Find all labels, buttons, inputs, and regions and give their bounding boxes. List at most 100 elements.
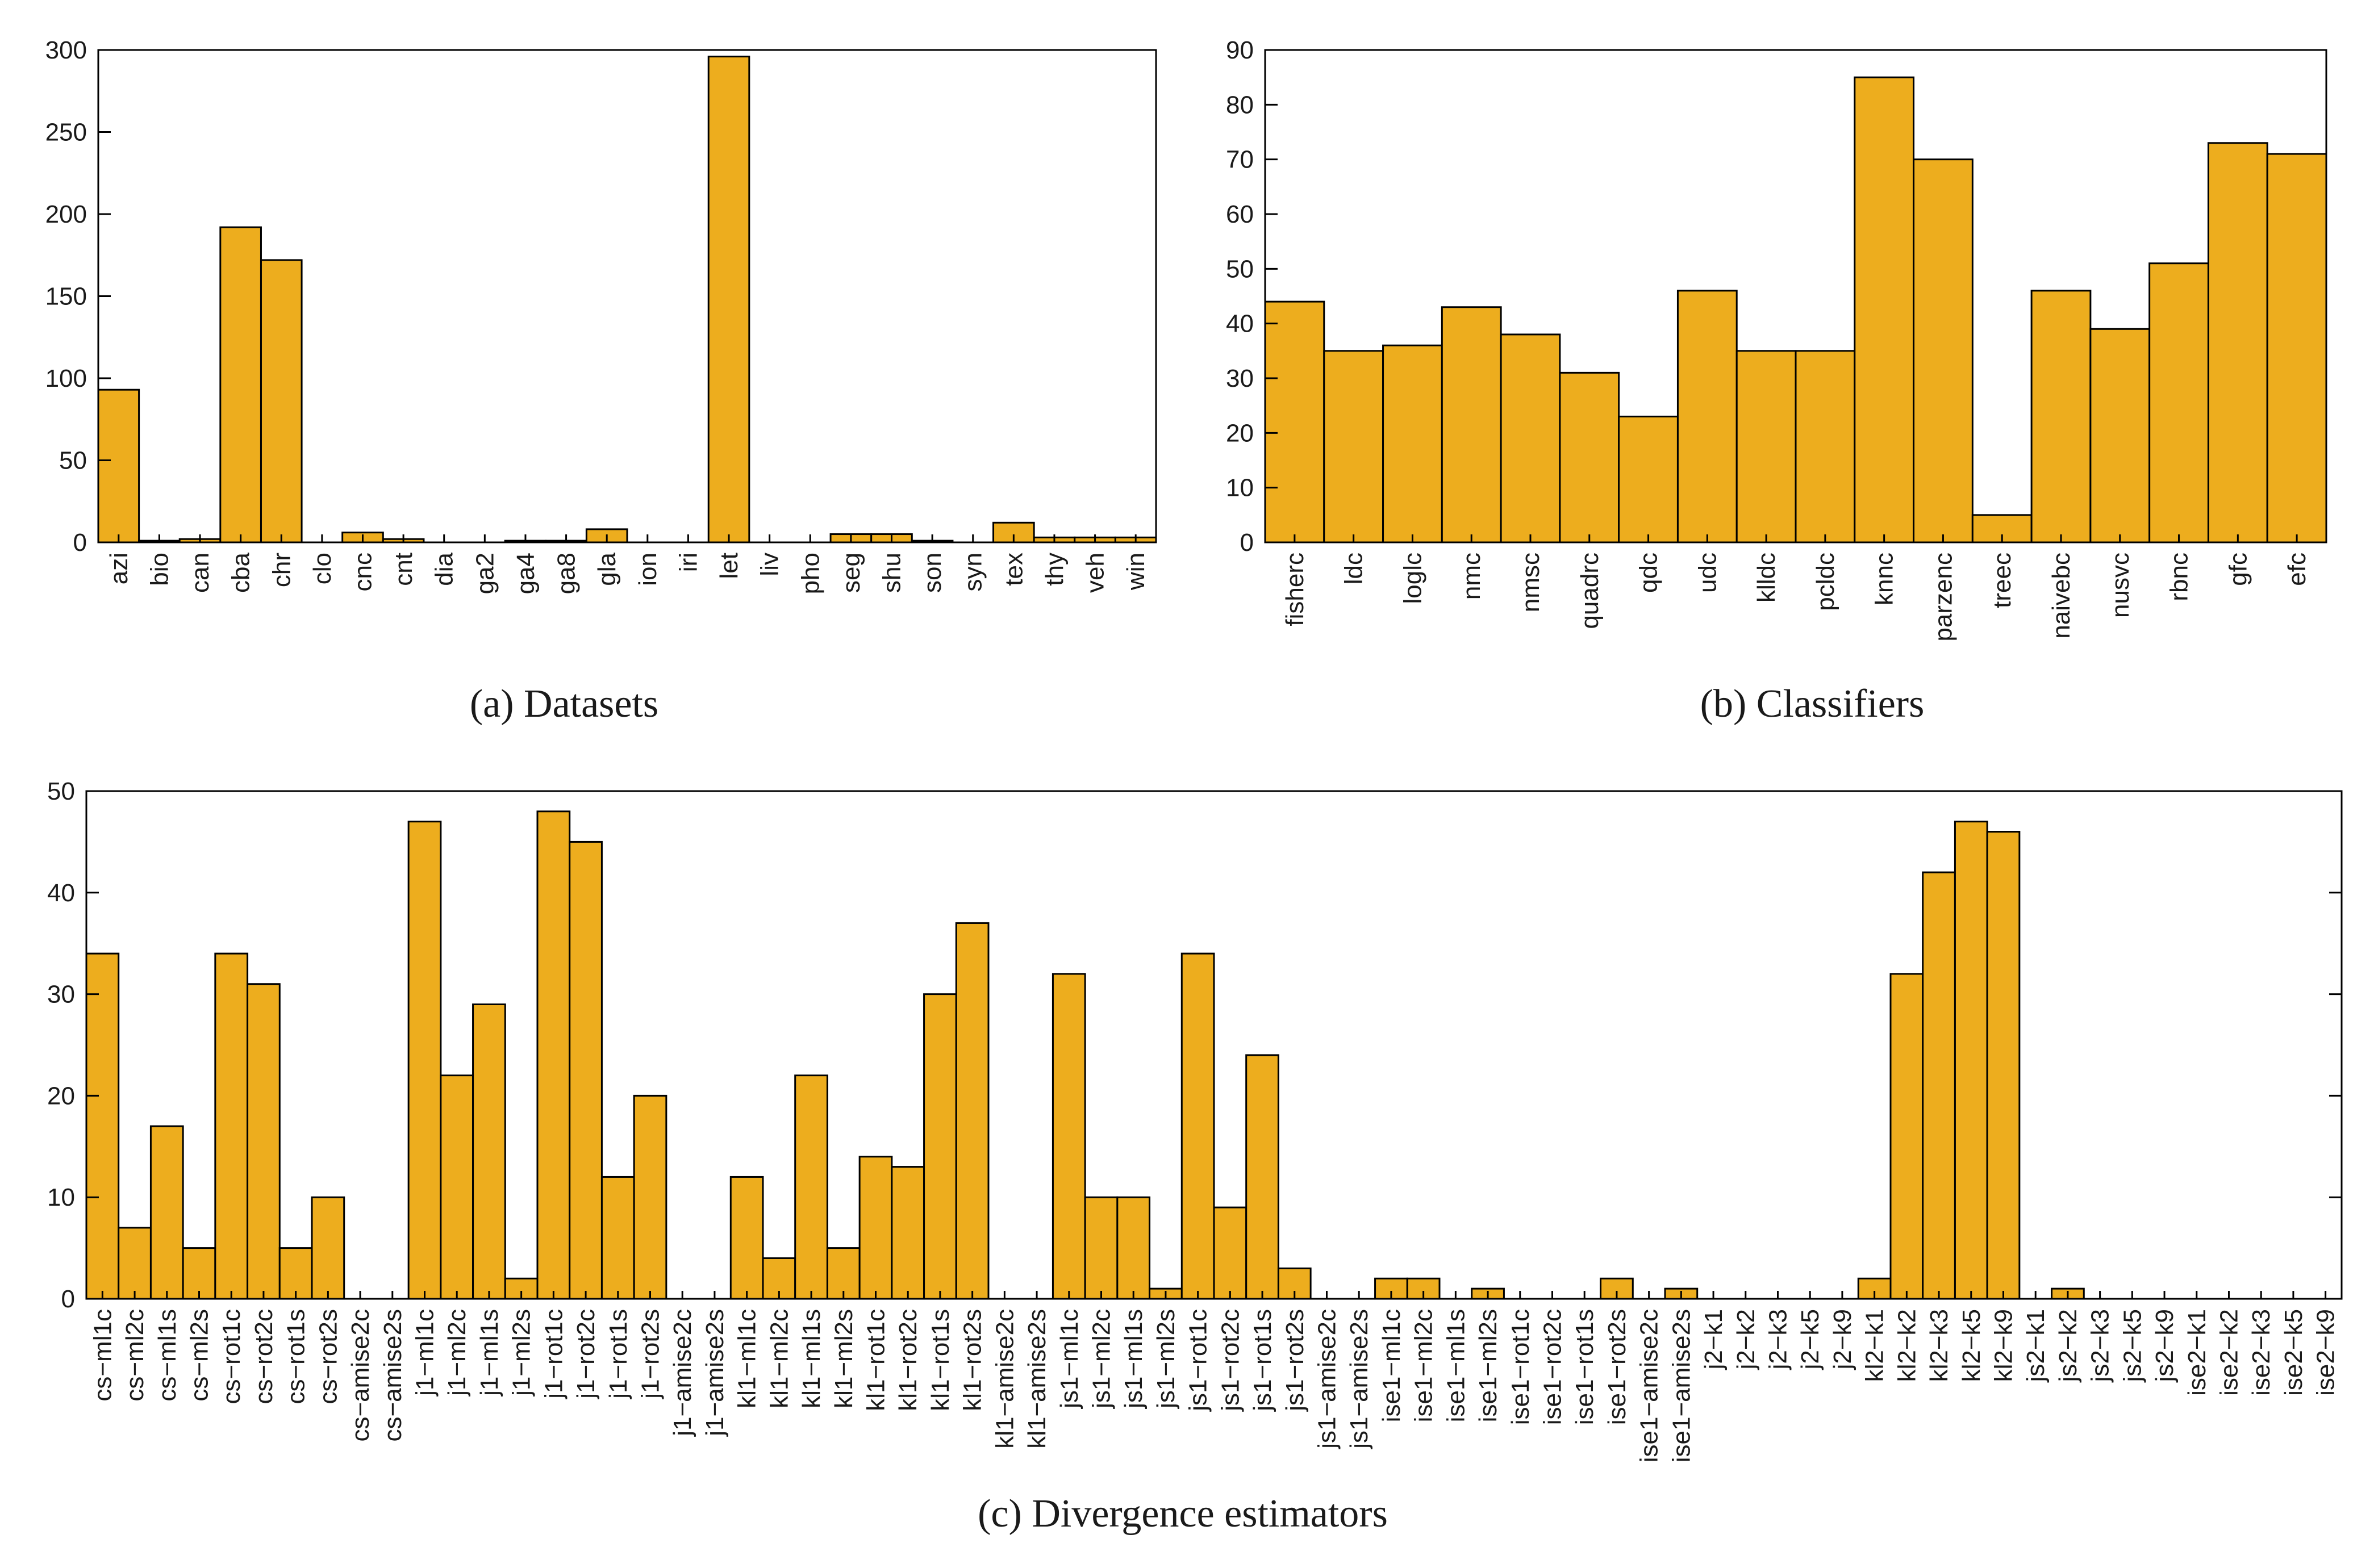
x-tick-label-js2-k2: js2−k2 bbox=[2054, 1309, 2082, 1383]
y-tick-label: 300 bbox=[45, 36, 87, 64]
x-tick-label-js1-ml2c: js1−ml2c bbox=[1088, 1309, 1116, 1410]
bar-js1-rot1s bbox=[1245, 1054, 1279, 1300]
x-tick-label-cs-rot1s: cs−rot1s bbox=[282, 1309, 310, 1404]
y-tick-label: 100 bbox=[45, 365, 87, 392]
x-tick-label-kl1-amise2s: kl1−amise2s bbox=[1023, 1309, 1051, 1449]
x-tick-label-cs-ml2s: cs−ml2s bbox=[186, 1309, 214, 1402]
x-tick-label-ise1-rot1s: ise1−rot1s bbox=[1571, 1309, 1599, 1425]
y-tick-label: 50 bbox=[59, 447, 87, 475]
bar-j1-ml2c bbox=[440, 1074, 474, 1300]
x-tick-label-ise1-amise2s: ise1−amise2s bbox=[1667, 1309, 1695, 1462]
bar-cs-rot1c bbox=[214, 952, 249, 1300]
x-tick-label-ise1-ml2s: ise1−ml2s bbox=[1474, 1309, 1502, 1422]
x-tick-label-can: can bbox=[186, 553, 214, 593]
y-tick-label: 0 bbox=[1240, 529, 1254, 557]
bar-js1-ml1s bbox=[1116, 1196, 1151, 1300]
x-tick-label-seg: seg bbox=[837, 553, 865, 593]
x-tick-label-parzenc: parzenc bbox=[1929, 553, 1957, 642]
x-tick-label-js1-rot2c: js1−rot2c bbox=[1216, 1309, 1244, 1412]
y-tick-label: 70 bbox=[1226, 146, 1254, 174]
x-tick-label-ga8: ga8 bbox=[553, 553, 581, 594]
x-tick-label-cnt: cnt bbox=[390, 553, 418, 586]
bar-js1-rot1c bbox=[1180, 952, 1215, 1300]
x-tick-label-ise2-k2: ise2−k2 bbox=[2216, 1309, 2243, 1396]
x-tick-label-j2-k2: j2−k2 bbox=[1732, 1309, 1760, 1370]
x-tick-label-kl1-ml2s: kl1−ml2s bbox=[830, 1309, 858, 1408]
y-tick-label: 30 bbox=[1226, 365, 1254, 392]
x-tick-label-j1-rot2s: j1−rot2s bbox=[637, 1309, 665, 1400]
bar-kl2-k3 bbox=[1922, 871, 1956, 1300]
bar-nmc bbox=[1441, 306, 1502, 543]
x-tick-label-ise1-ml1s: ise1−ml1s bbox=[1442, 1309, 1470, 1422]
y-tick-label: 50 bbox=[1226, 255, 1254, 283]
bar-j1-rot1s bbox=[600, 1176, 635, 1300]
bar-cs-ml1s bbox=[149, 1125, 184, 1300]
x-tick-label-cs-rot1c: cs−rot1c bbox=[218, 1309, 245, 1404]
x-tick-label-pcldc: pcldc bbox=[1812, 553, 1839, 611]
x-tick-label-js1-rot1s: js1−rot1s bbox=[1249, 1309, 1276, 1412]
x-tick-label-js1-ml1s: js1−ml1s bbox=[1120, 1309, 1148, 1410]
x-tick-label-ise2-k5: ise2−k5 bbox=[2280, 1309, 2308, 1396]
x-tick-label-dia: dia bbox=[431, 552, 458, 586]
x-tick-label-cs-rot2s: cs−rot2s bbox=[314, 1309, 342, 1404]
x-tick-label-j1-ml2s: j1−ml2s bbox=[508, 1309, 536, 1397]
bar-j1-rot1c bbox=[536, 810, 571, 1300]
bar-cs-ml1c bbox=[85, 952, 120, 1300]
x-tick-label-j1-amise2s: j1−amise2s bbox=[701, 1309, 729, 1437]
x-tick-label-cs-ml1c: cs−ml1c bbox=[89, 1309, 116, 1402]
x-tick-label-ise1-rot2c: ise1−rot2c bbox=[1539, 1309, 1567, 1425]
x-tick-label-kl1-rot1c: kl1−rot1c bbox=[862, 1309, 890, 1411]
x-tick-label-ise2-k9: ise2−k9 bbox=[2312, 1309, 2340, 1396]
x-tick-label-js2-k9: js2−k9 bbox=[2151, 1309, 2179, 1383]
bar-cs-rot2s bbox=[311, 1196, 345, 1300]
x-tick-label-ga2: ga2 bbox=[471, 553, 499, 594]
x-tick-label-kl2-k2: kl2−k2 bbox=[1893, 1309, 1921, 1382]
bar-j1-ml1c bbox=[407, 821, 442, 1300]
x-tick-label-ise1-amise2c: ise1−amise2c bbox=[1635, 1309, 1663, 1462]
bar-let bbox=[707, 56, 750, 543]
x-tick-label-rbnc: rbnc bbox=[2166, 553, 2193, 601]
bar-fisherc bbox=[1264, 300, 1325, 543]
x-tick-label-cba: cba bbox=[227, 552, 255, 592]
y-tick-label: 60 bbox=[1226, 200, 1254, 228]
x-tick-label-kl1-amise2c: kl1−amise2c bbox=[991, 1309, 1019, 1449]
bar-kl1-ml1s bbox=[794, 1074, 828, 1300]
bar-udc bbox=[1676, 290, 1738, 543]
x-tick-label-pho: pho bbox=[796, 553, 824, 594]
x-tick-label-knnc: knnc bbox=[1871, 553, 1899, 605]
panel-b-classifiers: 0 10 20 30 40 50 60 70 80 90 fisherc ldc loglc nmc nms… bbox=[1226, 36, 2327, 726]
bar-js1-ml1c bbox=[1052, 973, 1086, 1300]
bar-knnc bbox=[1854, 76, 1915, 543]
panel-caption: (c) Divergence estimators bbox=[978, 1492, 1388, 1536]
axes-box bbox=[85, 790, 2343, 1300]
x-tick-label-ldc: ldc bbox=[1340, 553, 1368, 584]
bar-ldc bbox=[1323, 350, 1384, 543]
x-tick-label-j2-k5: j2−k5 bbox=[1796, 1309, 1824, 1370]
bar-klldc bbox=[1735, 350, 1797, 543]
x-tick-label-kl2-k3: kl2−k3 bbox=[1925, 1309, 1953, 1382]
y-tick-label: 200 bbox=[45, 200, 87, 228]
x-tick-label-js2-k1: js2−k1 bbox=[2022, 1309, 2050, 1383]
bar-kl1-ml2s bbox=[826, 1247, 861, 1300]
y-tick-label: 80 bbox=[1226, 91, 1254, 119]
y-tick-label: 150 bbox=[45, 283, 87, 311]
bar-kl1-rot1c bbox=[858, 1156, 893, 1300]
bar-rbnc bbox=[2148, 262, 2209, 543]
x-tick-label-kl1-rot2c: kl1−rot2c bbox=[894, 1309, 922, 1411]
x-tick-label-j1-ml2c: j1−ml2c bbox=[443, 1309, 471, 1397]
x-tick-label-veh: veh bbox=[1082, 553, 1109, 593]
bar-cba bbox=[219, 226, 262, 543]
x-tick-label-kl1-rot1s: kl1−rot1s bbox=[927, 1309, 954, 1411]
bar-efc bbox=[2266, 153, 2327, 543]
x-tick-label-j1-rot1s: j1−rot1s bbox=[604, 1309, 632, 1400]
x-tick-label-j1-rot1c: j1−rot1c bbox=[540, 1309, 568, 1400]
bar-nusvc bbox=[2089, 328, 2151, 543]
x-tick-label-js1-ml1c: js1−ml1c bbox=[1055, 1309, 1083, 1410]
x-tick-label-gla: gla bbox=[593, 552, 621, 586]
x-tick-label-cs-amise2s: cs−amise2s bbox=[379, 1309, 407, 1442]
x-tick-label-chr: chr bbox=[268, 553, 295, 587]
x-tick-label-thy: thy bbox=[1041, 553, 1069, 586]
x-tick-label-ise1-ml1c: ise1−ml1c bbox=[1378, 1309, 1405, 1422]
x-tick-label-shu: shu bbox=[878, 553, 906, 593]
